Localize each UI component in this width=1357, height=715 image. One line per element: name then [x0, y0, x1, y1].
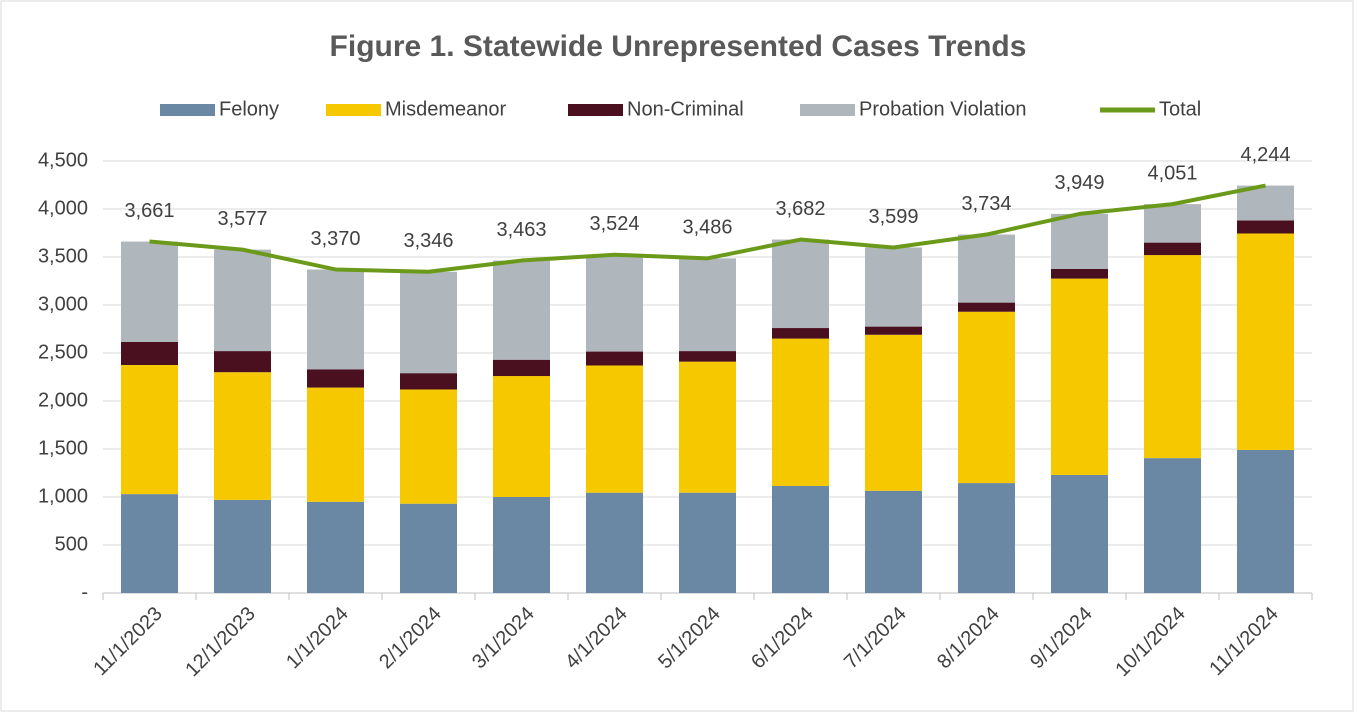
- y-tick-label: 1,000: [38, 485, 88, 507]
- data-label: 3,346: [403, 230, 453, 252]
- bar-segment: [214, 499, 271, 593]
- legend-label: Non-Criminal: [627, 98, 744, 120]
- y-tick-label: 500: [55, 533, 88, 555]
- bar-segment: [400, 389, 457, 504]
- bar-segment: [1051, 269, 1108, 279]
- legend-swatch: [568, 104, 623, 116]
- data-label: 3,599: [868, 206, 918, 228]
- bar-segment: [1051, 474, 1108, 593]
- y-tick-label: 3,500: [38, 245, 88, 267]
- data-label: 3,682: [775, 198, 825, 220]
- data-label: 3,463: [496, 219, 546, 241]
- y-tick-label: 2,500: [38, 341, 88, 363]
- bar-segment: [865, 247, 922, 327]
- bar-segment: [679, 351, 736, 362]
- data-label: 3,524: [589, 213, 639, 235]
- data-label: 3,949: [1054, 172, 1104, 194]
- bar-segment: [1237, 233, 1294, 450]
- legend-swatch: [160, 104, 215, 116]
- data-label: 3,577: [217, 208, 267, 230]
- bar-segment: [772, 338, 829, 486]
- bar-segment: [307, 269, 364, 370]
- bar-segment: [772, 485, 829, 593]
- y-tick-label: 1,500: [38, 437, 88, 459]
- bar-segment: [958, 234, 1015, 303]
- total-line: [149, 183, 1266, 274]
- data-label: 3,370: [310, 228, 360, 250]
- bar-segment: [865, 334, 922, 491]
- legend-swatch: [326, 104, 381, 116]
- bar-segment: [679, 492, 736, 593]
- bar-segment: [1237, 220, 1294, 234]
- bar-segment: [865, 490, 922, 593]
- bar-segment: [958, 302, 1015, 312]
- bar-segment: [1144, 255, 1201, 459]
- legend-label: Misdemeanor: [385, 98, 507, 120]
- bar-segment: [493, 497, 550, 593]
- data-label: 3,661: [124, 200, 174, 222]
- bar-segment: [400, 503, 457, 593]
- bar-segment: [586, 492, 643, 593]
- bar-segment: [1051, 213, 1108, 269]
- bar-segment: [586, 254, 643, 352]
- bar-segment: [493, 376, 550, 497]
- bar-segment: [865, 326, 922, 335]
- bar-segment: [1144, 204, 1201, 243]
- bar-segment: [121, 341, 178, 365]
- data-label: 3,734: [961, 193, 1011, 215]
- bar-segment: [121, 494, 178, 593]
- bar-segment: [307, 501, 364, 593]
- y-tick-label: -: [81, 581, 88, 603]
- bar-segment: [1144, 242, 1201, 256]
- bar-segment: [586, 351, 643, 366]
- bar-segment: [121, 241, 178, 342]
- bar-segment: [679, 258, 736, 352]
- data-label: 4,244: [1240, 144, 1290, 166]
- bar-segment: [493, 359, 550, 377]
- bar-segment: [586, 365, 643, 493]
- bar-segment: [307, 387, 364, 502]
- data-label: 4,051: [1147, 162, 1197, 184]
- chart-title: Figure 1. Statewide Unrepresented Cases …: [330, 30, 1027, 63]
- bar-segment: [679, 361, 736, 493]
- y-tick-label: 4,500: [38, 149, 88, 171]
- bar-segment: [493, 260, 550, 360]
- bar-segment: [1051, 278, 1108, 475]
- bar-segment: [214, 351, 271, 373]
- y-tick-label: 3,000: [38, 293, 88, 315]
- y-tick-label: 2,000: [38, 389, 88, 411]
- bar-segment: [307, 369, 364, 388]
- data-label: 3,486: [682, 217, 732, 239]
- y-tick-label: 4,000: [38, 197, 88, 219]
- legend-label: Probation Violation: [859, 98, 1027, 120]
- bar-segment: [1237, 449, 1294, 593]
- bar-segment: [958, 311, 1015, 484]
- bar-segment: [214, 249, 271, 352]
- bar-segment: [772, 328, 829, 339]
- legend-swatch: [800, 104, 855, 116]
- bar-segment: [772, 239, 829, 329]
- bar-segment: [121, 365, 178, 495]
- legend-label: Total: [1159, 98, 1201, 120]
- legend-label: Felony: [219, 98, 279, 120]
- bar-segment: [1144, 458, 1201, 593]
- bar-segment: [958, 483, 1015, 593]
- bar-segment: [214, 372, 271, 500]
- bar-segment: [400, 373, 457, 390]
- bar-segment: [400, 271, 457, 374]
